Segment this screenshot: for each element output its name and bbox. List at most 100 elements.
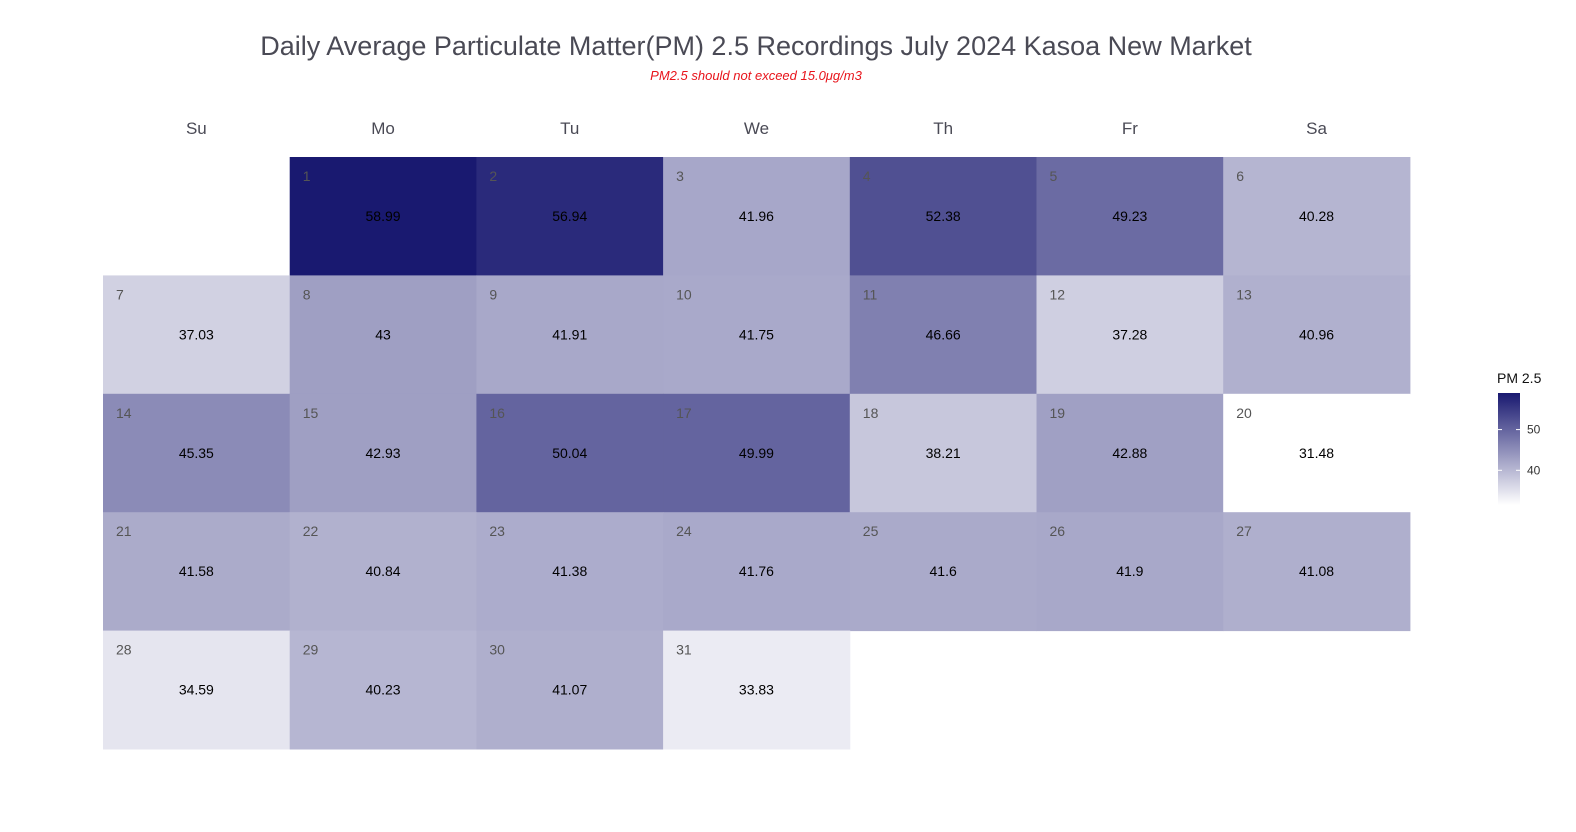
day-value-label: 37.03 xyxy=(179,326,214,342)
legend-title: PM 2.5 xyxy=(1497,370,1542,386)
day-cell: 12 37.28 xyxy=(1036,275,1224,395)
day-cell-fill xyxy=(289,393,477,513)
day-number: 23 xyxy=(489,523,505,539)
day-number: 15 xyxy=(303,405,319,421)
day-cell-fill xyxy=(663,275,851,395)
legend-tick-label: 50 xyxy=(1527,423,1541,437)
day-cell: 20 31.48 xyxy=(1223,393,1411,513)
day-number: 19 xyxy=(1050,405,1066,421)
day-number: 27 xyxy=(1236,523,1252,539)
day-cell-fill xyxy=(289,630,477,750)
day-value-label: 41.38 xyxy=(552,563,587,579)
day-cell-fill xyxy=(1223,275,1411,395)
day-number: 26 xyxy=(1050,523,1066,539)
day-number: 16 xyxy=(489,405,505,421)
day-cell-fill xyxy=(663,630,851,750)
day-cell: 640.28 xyxy=(1223,157,1411,276)
legend-colorbar xyxy=(1498,393,1520,505)
day-cell: 16 50.04 xyxy=(476,393,664,513)
day-cell: 28 34.59 xyxy=(103,630,291,750)
day-cell-fill xyxy=(849,512,1037,632)
day-cell: 30 41.07 xyxy=(476,630,664,750)
day-cell: 24 41.76 xyxy=(663,512,851,632)
day-number: 1 xyxy=(303,168,311,184)
weekday-label: Tu xyxy=(560,119,579,138)
day-number: 17 xyxy=(676,405,692,421)
weekday-label: Th xyxy=(933,119,953,138)
day-cell-fill xyxy=(1223,393,1411,513)
day-cell: 31 33.83 xyxy=(663,630,851,750)
day-number: 10 xyxy=(676,286,692,302)
day-cell-fill xyxy=(476,393,664,513)
day-value-label: 33.83 xyxy=(739,682,774,698)
day-cell-fill xyxy=(663,157,851,276)
day-value-label: 41.75 xyxy=(739,326,774,342)
day-number: 21 xyxy=(116,523,132,539)
day-cell-fill xyxy=(663,512,851,632)
day-cell-fill xyxy=(849,275,1037,395)
day-cell-fill xyxy=(476,157,664,276)
day-cell-fill xyxy=(289,157,477,276)
day-number: 22 xyxy=(303,523,319,539)
day-number: 31 xyxy=(676,642,692,658)
day-value-label: 41.96 xyxy=(739,208,774,224)
day-value-label: 56.94 xyxy=(552,208,587,224)
day-cell-fill xyxy=(1036,275,1224,395)
day-cell-fill xyxy=(103,630,291,750)
day-cell: 10 41.75 xyxy=(663,275,851,395)
day-number: 28 xyxy=(116,642,132,658)
day-number: 24 xyxy=(676,523,692,539)
day-cell: 158.99 xyxy=(289,157,477,276)
day-value-label: 41.9 xyxy=(1116,563,1143,579)
day-value-label: 42.88 xyxy=(1112,445,1147,461)
day-number: 7 xyxy=(116,286,124,302)
day-cell-fill xyxy=(103,393,291,513)
weekday-label: We xyxy=(744,119,769,138)
day-number: 29 xyxy=(303,642,319,658)
day-cell: 27 41.08 xyxy=(1223,512,1411,632)
day-cell-fill xyxy=(663,393,851,513)
day-value-label: 40.96 xyxy=(1299,326,1334,342)
day-cell-fill xyxy=(103,275,291,395)
day-cell: 23 41.38 xyxy=(476,512,664,632)
day-cell: 29 40.23 xyxy=(289,630,477,750)
day-number: 3 xyxy=(676,168,684,184)
legend-tick-label: 40 xyxy=(1527,463,1541,477)
day-value-label: 52.38 xyxy=(926,208,961,224)
day-value-label: 34.59 xyxy=(179,682,214,698)
day-value-label: 41.6 xyxy=(930,563,957,579)
day-number: 11 xyxy=(863,286,878,302)
day-cell: 21 41.58 xyxy=(103,512,291,632)
day-value-label: 42.93 xyxy=(366,445,401,461)
day-cell: 13 40.96 xyxy=(1223,275,1411,395)
day-number: 9 xyxy=(489,286,497,302)
day-cell-fill xyxy=(476,275,664,395)
day-value-label: 41.76 xyxy=(739,563,774,579)
day-number: 30 xyxy=(489,642,505,658)
day-number: 14 xyxy=(116,405,132,421)
day-value-label: 50.04 xyxy=(552,445,587,461)
day-cell-fill xyxy=(1036,157,1224,276)
day-number: 2 xyxy=(489,168,497,184)
day-cell: 19 42.88 xyxy=(1036,393,1224,513)
day-number: 25 xyxy=(863,523,879,539)
day-value-label: 46.66 xyxy=(926,326,961,342)
day-cell: 22 40.84 xyxy=(289,512,477,632)
weekday-label: Fr xyxy=(1122,119,1138,138)
day-cell: 26 41.9 xyxy=(1036,512,1224,632)
day-cell-fill xyxy=(1036,512,1224,632)
day-cell-fill xyxy=(849,157,1037,276)
day-cell: 941.91 xyxy=(476,275,664,395)
day-cell: 549.23 xyxy=(1036,157,1224,276)
day-cell-fill xyxy=(1223,157,1411,276)
day-value-label: 31.48 xyxy=(1299,445,1334,461)
weekday-label: Mo xyxy=(371,119,395,138)
day-cell-fill xyxy=(1223,512,1411,632)
day-value-label: 40.23 xyxy=(366,682,401,698)
day-cell: 452.38 xyxy=(849,157,1037,276)
day-value-label: 49.23 xyxy=(1112,208,1147,224)
day-cell: 256.94 xyxy=(476,157,664,276)
day-value-label: 40.84 xyxy=(366,563,401,579)
day-value-label: 41.07 xyxy=(552,682,587,698)
